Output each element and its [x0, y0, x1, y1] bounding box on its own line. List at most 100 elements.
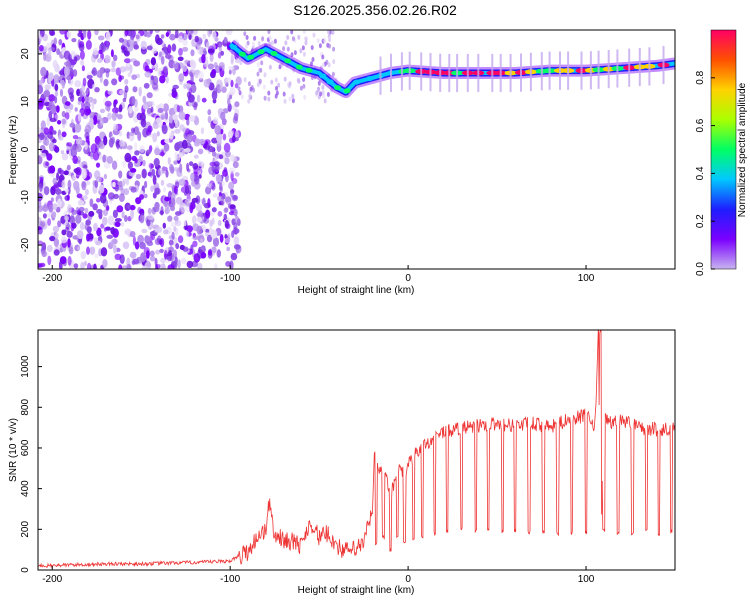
noise-speckle — [234, 130, 239, 139]
noise-speckle — [188, 87, 192, 96]
colorbar-tick-label: 0.4 — [695, 166, 706, 180]
noise-speckle — [94, 180, 99, 188]
noise-speckle — [129, 231, 136, 238]
noise-speckle — [156, 131, 160, 137]
noise-speckle — [48, 204, 54, 213]
noise-speckle — [38, 247, 42, 255]
noise-speckle — [315, 90, 319, 96]
noise-speckle — [47, 255, 52, 266]
noise-speckle — [72, 155, 78, 164]
noise-speckle — [163, 103, 169, 112]
noise-speckle — [207, 63, 215, 70]
noise-speckle — [184, 113, 191, 121]
noise-speckle — [167, 54, 174, 62]
noise-speckle — [222, 133, 227, 141]
noise-speckle — [225, 261, 231, 267]
spectrogram-marks — [38, 30, 675, 269]
noise-speckle — [66, 164, 71, 171]
noise-speckle — [207, 249, 213, 256]
noise-speckle — [311, 57, 315, 62]
noise-speckle — [52, 225, 60, 233]
noise-speckle — [129, 131, 135, 137]
ridge-peak — [366, 76, 374, 82]
noise-speckle — [131, 155, 137, 162]
noise-speckle — [299, 85, 303, 91]
noise-speckle — [99, 67, 106, 74]
noise-speckle — [54, 83, 59, 92]
noise-speckle — [123, 188, 130, 196]
noise-speckle — [228, 167, 236, 174]
noise-speckle — [79, 50, 85, 60]
noise-speckle — [198, 70, 204, 80]
noise-speckle — [76, 90, 80, 95]
noise-speckle — [150, 185, 154, 192]
noise-speckle — [321, 90, 325, 95]
x-tick-label: -200 — [42, 273, 62, 284]
noise-speckle — [129, 168, 137, 173]
noise-speckle — [319, 91, 323, 97]
noise-speckle — [64, 101, 71, 106]
noise-speckle — [212, 237, 220, 247]
colorbar-label: Normalized spectral amplitude — [737, 82, 748, 217]
noise-speckle — [52, 211, 57, 219]
noise-speckle — [214, 124, 222, 135]
noise-speckle — [103, 135, 108, 146]
spectrogram-y-label: Frequency (Hz) — [8, 116, 19, 185]
noise-speckle — [186, 225, 194, 233]
noise-speckle — [195, 203, 203, 212]
noise-speckle — [41, 250, 47, 258]
noise-speckle — [99, 117, 104, 126]
noise-speckle — [126, 145, 133, 150]
noise-speckle — [227, 97, 231, 106]
noise-speckle — [73, 263, 79, 269]
noise-speckle — [206, 41, 210, 48]
noise-speckle — [283, 98, 287, 104]
noise-speckle — [232, 252, 237, 260]
noise-speckle — [107, 215, 114, 226]
noise-speckle — [180, 202, 187, 213]
noise-speckle — [38, 240, 43, 246]
noise-speckle — [172, 167, 180, 172]
noise-speckle — [77, 246, 81, 251]
noise-speckle — [185, 82, 191, 90]
noise-speckle — [67, 238, 71, 248]
noise-speckle — [70, 52, 78, 57]
noise-speckle — [233, 222, 238, 230]
noise-speckle — [82, 195, 88, 201]
noise-speckle — [261, 36, 265, 42]
noise-speckle — [102, 216, 108, 226]
noise-speckle — [74, 107, 78, 112]
noise-speckle — [114, 221, 121, 227]
noise-speckle — [127, 106, 133, 114]
noise-speckle — [233, 244, 241, 250]
noise-speckle — [219, 182, 223, 191]
noise-speckle — [61, 110, 66, 118]
noise-speckle — [167, 44, 172, 55]
noise-speckle — [40, 78, 44, 86]
noise-speckle — [327, 36, 331, 42]
noise-speckle — [186, 134, 193, 143]
noise-speckle — [124, 215, 128, 222]
noise-speckle — [122, 180, 126, 187]
noise-speckle — [175, 196, 183, 205]
noise-speckle — [58, 39, 63, 46]
noise-speckle — [207, 109, 212, 116]
snr-marks — [38, 330, 675, 569]
noise-speckle — [146, 45, 153, 51]
noise-speckle — [228, 66, 235, 71]
noise-speckle — [218, 154, 224, 160]
noise-speckle — [38, 33, 43, 42]
y-tick-label: 600 — [20, 439, 31, 456]
noise-speckle — [135, 34, 140, 40]
noise-speckle — [112, 209, 118, 219]
noise-speckle — [212, 117, 219, 124]
noise-speckle — [163, 200, 168, 207]
noise-speckle — [47, 218, 51, 226]
noise-speckle — [113, 54, 118, 62]
noise-speckle — [316, 38, 320, 44]
noise-speckle — [71, 38, 77, 43]
noise-speckle — [173, 185, 178, 194]
noise-speckle — [229, 94, 233, 100]
noise-speckle — [88, 210, 95, 217]
noise-speckle — [113, 244, 117, 254]
